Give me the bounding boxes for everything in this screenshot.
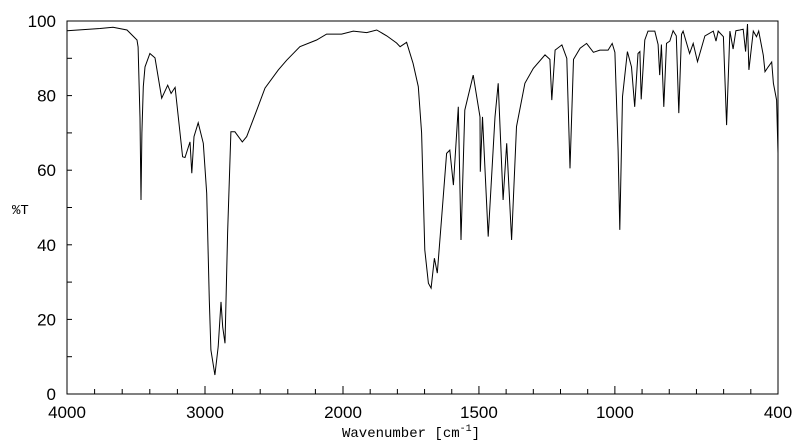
y-tick-label: 80 [37,87,56,106]
x-tick-label: 1000 [596,403,634,422]
x-tick-label: 3000 [186,403,224,422]
spectrum-line [66,23,779,376]
x-tick-labels: 4000 3000 2000 1500 1000 400 [48,403,792,422]
x-tick-label: 4000 [48,403,86,422]
axis-ticks [66,57,779,394]
x-tick-label: 1500 [460,403,498,422]
y-tick-label: 20 [37,310,56,329]
x-axis-title-end: ] [472,426,480,441]
y-tick-labels: 0 20 40 60 80 100 [28,12,56,404]
x-axis-title-sup: -1 [460,424,472,435]
y-tick-label: 100 [28,12,56,31]
y-tick-label: 0 [47,385,56,404]
y-tick-label: 60 [37,161,56,180]
y-axis-title: %T [12,203,29,219]
x-tick-label: 400 [764,403,792,422]
plot-frame [66,20,779,395]
x-axis-title-main: Wavenumber [cm [342,426,460,441]
y-tick-label: 40 [37,236,56,255]
x-axis-title: Wavenumber [cm-1] [342,424,480,441]
x-tick-label: 2000 [324,403,362,422]
